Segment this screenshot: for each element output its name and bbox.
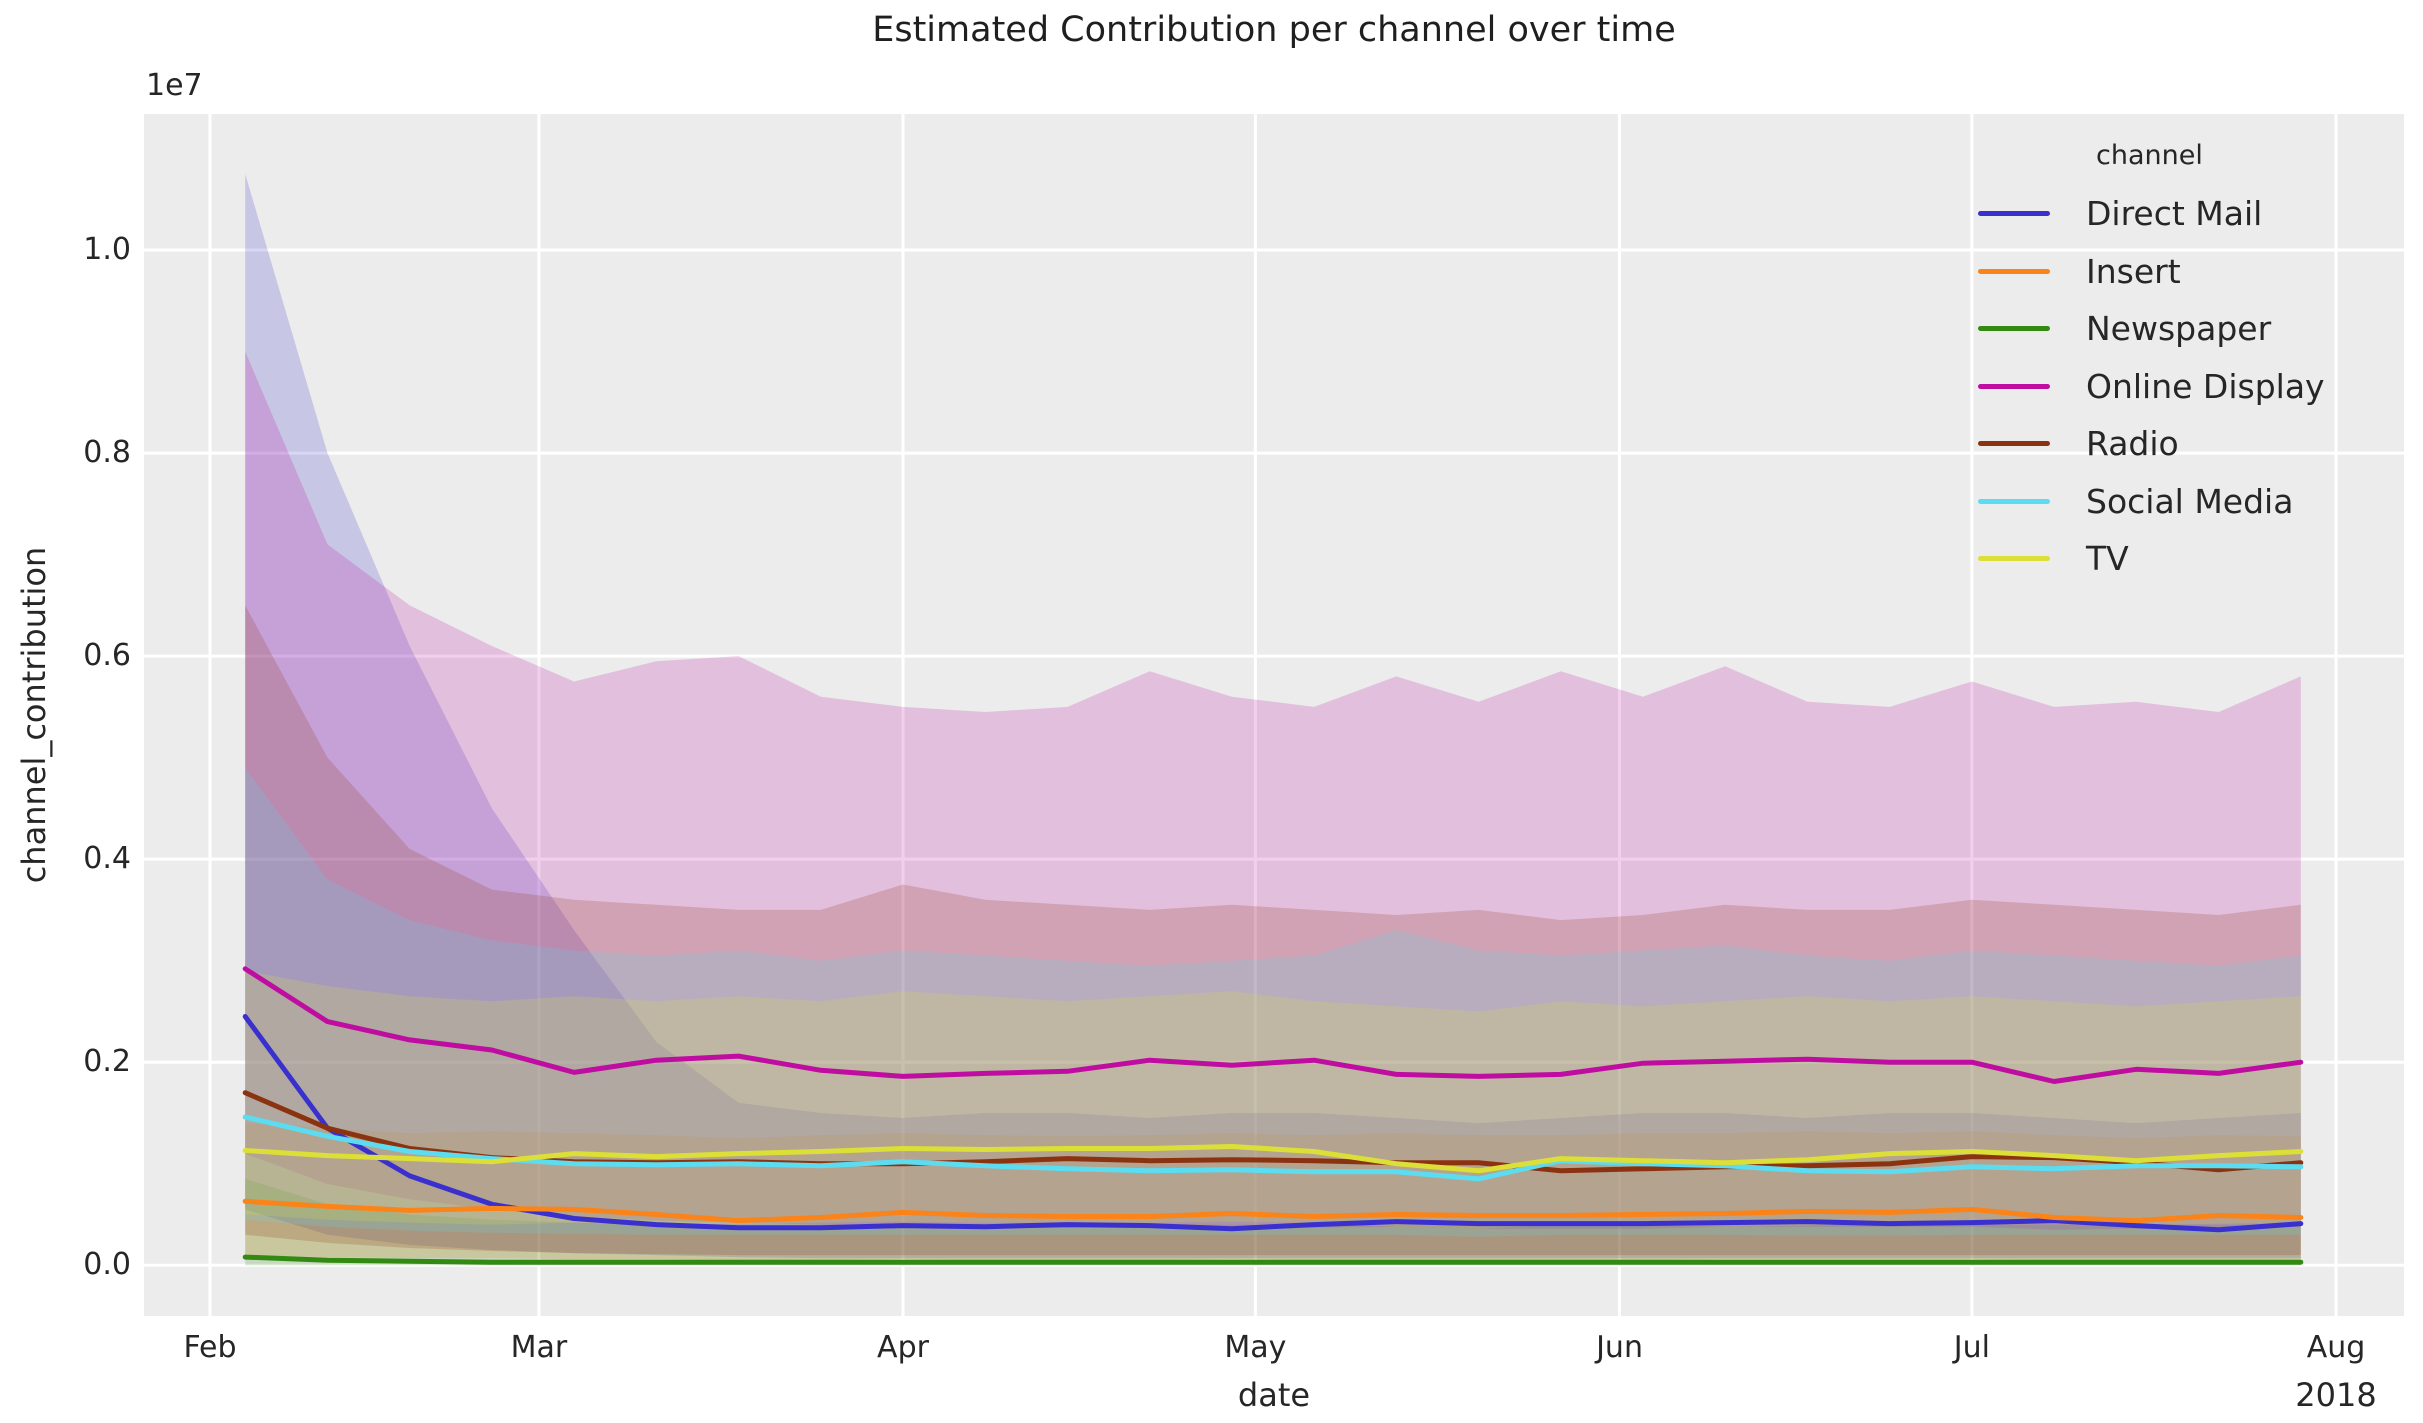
legend-title: channel (2096, 140, 2203, 171)
legend-label: Newspaper (2086, 309, 2272, 349)
ci-band-newspaper (245, 1178, 2301, 1266)
legend-swatch-icon (1978, 211, 2050, 217)
y-axis-offset-label: 1e7 (146, 68, 203, 103)
legend-label: Online Display (2086, 366, 2325, 406)
legend-label: Direct Mail (2086, 194, 2263, 234)
y-tick-label: 0.6 (83, 638, 131, 674)
legend-swatch-icon (1978, 326, 2050, 332)
legend-swatch-icon (1978, 556, 2050, 562)
legend-swatch-icon (1978, 441, 2050, 447)
x-tick-label: Jul (1953, 1330, 1990, 1365)
y-tick-label: 0.2 (83, 1044, 131, 1080)
line-online-display (242, 966, 2304, 1084)
y-axis-label: channel_contribution (15, 546, 53, 884)
x-tick-label: May (1224, 1330, 1287, 1365)
x-tick-label: Feb (183, 1330, 237, 1365)
legend-row-radio: Radio (1978, 415, 2325, 473)
x-axis-year-label: 2018 (2295, 1376, 2377, 1414)
line-social-media (242, 1114, 2304, 1182)
legend-swatch-icon (1978, 268, 2050, 274)
plot-background (144, 114, 2404, 1316)
chart-title: Estimated Contribution per channel over … (872, 10, 1676, 50)
ci-band-direct-mail (245, 173, 2301, 1259)
legend-swatch-icon (1978, 383, 2050, 389)
legend-row-social-media: Social Media (1978, 473, 2325, 531)
x-axis-label: date (1237, 1376, 1311, 1414)
legend: channel Direct Mail Insert Newspaper Online… (1978, 140, 2325, 588)
legend-row-newspaper: Newspaper (1978, 300, 2325, 358)
y-tick-label: 1.0 (83, 232, 131, 268)
ci-band-radio (245, 605, 2301, 1256)
x-tick-label: Jun (1596, 1330, 1643, 1365)
ci-band-online-display (245, 351, 2301, 1230)
ci-band-social-media (245, 767, 2301, 1237)
x-tick-label: Mar (510, 1330, 568, 1365)
legend-row-tv: TV (1978, 530, 2325, 588)
line-insert (242, 1198, 2304, 1224)
line-newspaper (242, 1254, 2304, 1265)
legend-label: Social Media (2086, 481, 2294, 521)
x-tick-label: Aug (2306, 1330, 2366, 1365)
legend-entries: Direct Mail Insert Newspaper Online Display… (1978, 185, 2325, 588)
y-tick-label: 0.4 (83, 841, 131, 877)
legend-row-online-display: Online Display (1978, 358, 2325, 416)
y-tick-label: 0.0 (83, 1247, 131, 1283)
legend-swatch-icon (1978, 498, 2050, 504)
y-tick-label: 0.8 (83, 435, 131, 471)
x-tick-label: Apr (877, 1330, 929, 1365)
legend-label: Radio (2086, 424, 2179, 464)
legend-label: TV (2086, 539, 2129, 579)
legend-row-direct-mail: Direct Mail (1978, 185, 2325, 243)
legend-label: Insert (2086, 251, 2181, 291)
ci-band-tv (245, 970, 2301, 1229)
line-tv (242, 1144, 2304, 1174)
line-direct-mail (242, 1014, 2304, 1233)
legend-row-insert: Insert (1978, 243, 2325, 301)
